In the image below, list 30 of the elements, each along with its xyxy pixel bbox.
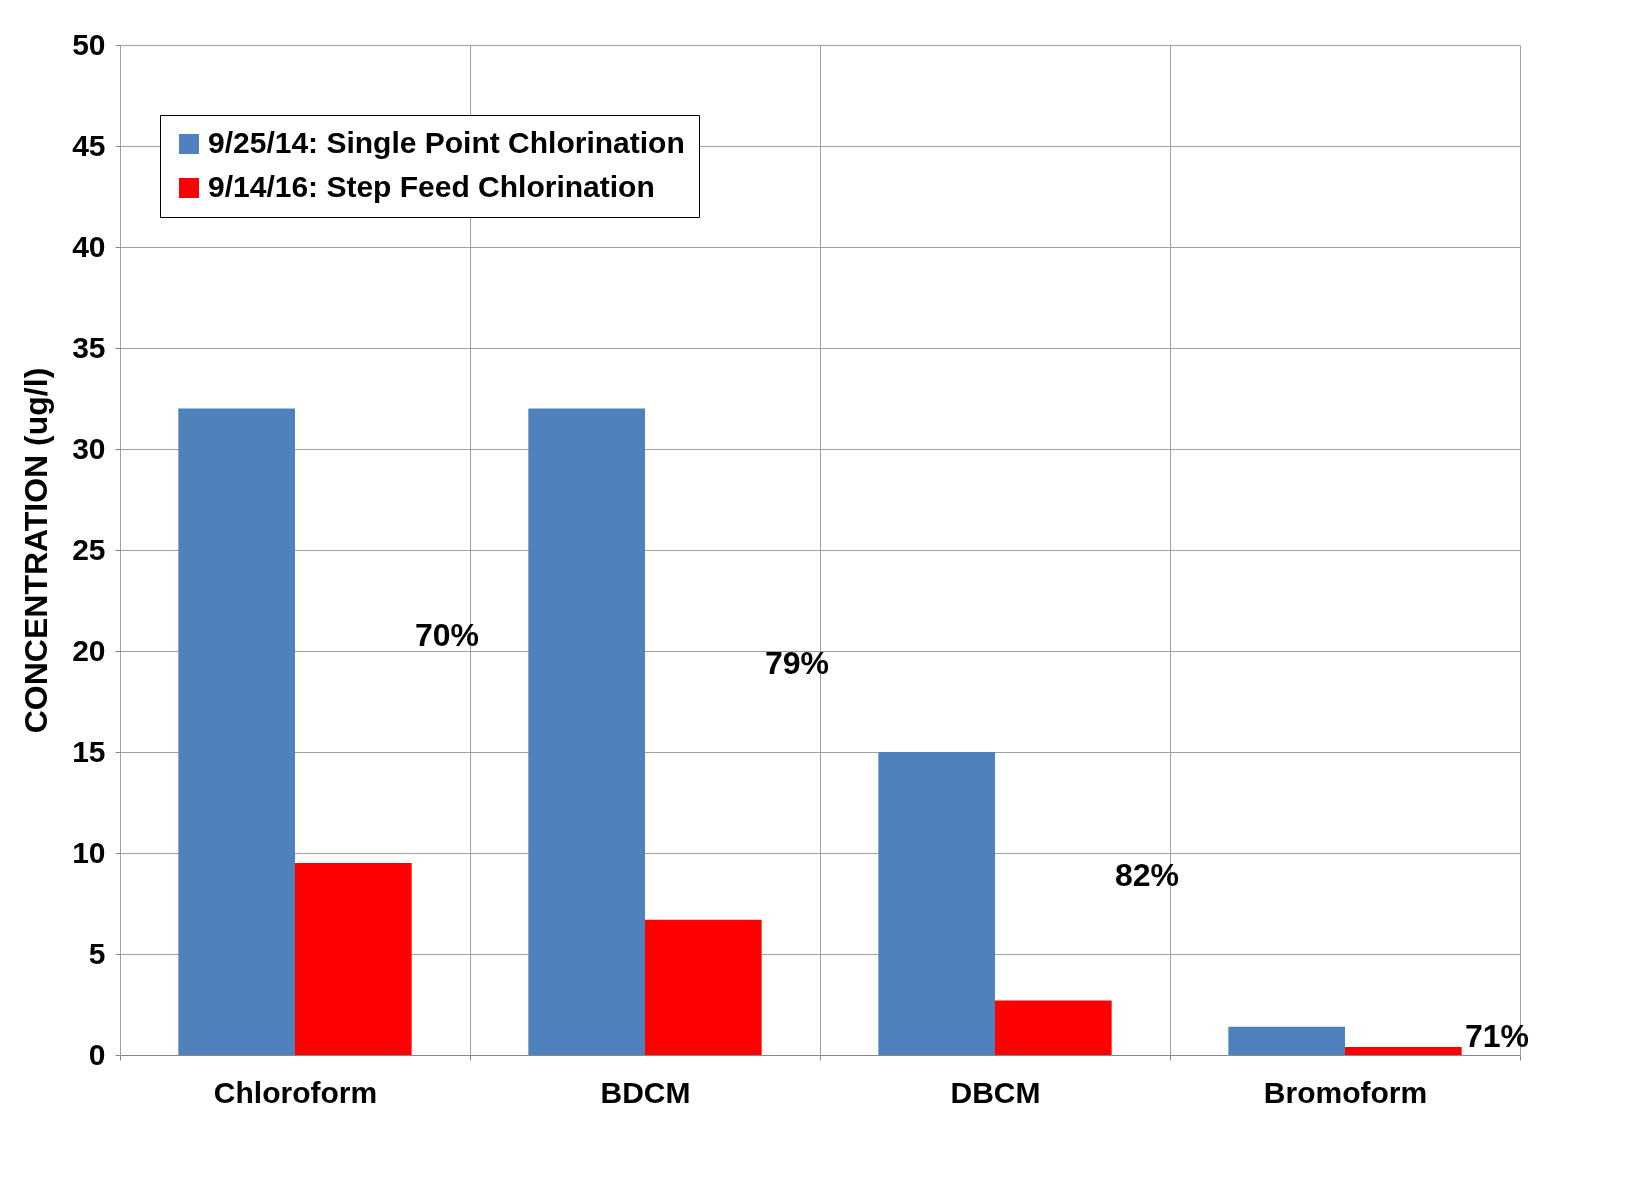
annotation: 82%: [1115, 857, 1180, 894]
x-tick-label: Bromoform: [1263, 1075, 1428, 1109]
legend-label: 9/14/16: Step Feed Chlorination: [208, 170, 655, 203]
bar: [1228, 1026, 1345, 1055]
x-tick-label: BDCM: [600, 1075, 691, 1109]
y-tick-label: 50: [72, 27, 106, 61]
annotation: 70%: [415, 616, 480, 653]
bar: [878, 752, 995, 1055]
x-tick-label: Chloroform: [213, 1075, 378, 1109]
bar: [645, 919, 762, 1055]
annotation: 79%: [765, 645, 830, 682]
y-tick-label: 20: [72, 633, 106, 667]
y-tick-label: 30: [72, 431, 106, 465]
bar: [178, 408, 295, 1055]
bar: [995, 1000, 1112, 1055]
y-tick-label: 0: [88, 1037, 106, 1071]
bar: [295, 863, 412, 1055]
y-tick-label: 25: [72, 532, 106, 566]
y-axis-title: CONCENTRATION (ug/l): [18, 367, 55, 734]
x-tick-label: DBCM: [950, 1075, 1041, 1109]
y-tick-label: 15: [72, 734, 106, 768]
annotation: 71%: [1465, 1017, 1530, 1054]
y-tick-label: 35: [72, 330, 106, 364]
bar: [528, 408, 645, 1055]
y-tick-label: 10: [72, 835, 106, 869]
y-tick-label: 5: [88, 936, 106, 970]
legend-label: 9/25/14: Single Point Chlorination: [208, 126, 685, 159]
bar: [1345, 1046, 1462, 1055]
y-tick-label: 40: [72, 229, 106, 263]
y-tick-label: 45: [72, 128, 106, 162]
